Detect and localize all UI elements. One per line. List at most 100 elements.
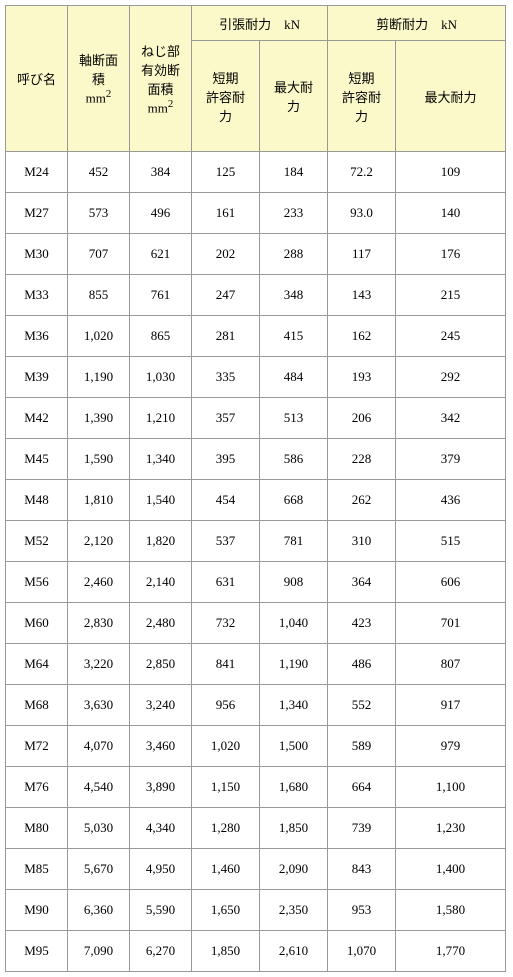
cell-s_max: 1,580 — [396, 890, 506, 931]
cell-s_short: 93.0 — [328, 193, 396, 234]
table-row: M361,020865281415162245 — [6, 316, 506, 357]
table-row: M683,6303,2409561,340552917 — [6, 685, 506, 726]
cell-s_max: 292 — [396, 357, 506, 398]
cell-s_max: 515 — [396, 521, 506, 562]
table-row: M906,3605,5901,6502,3509531,580 — [6, 890, 506, 931]
cell-s_max: 1,230 — [396, 808, 506, 849]
header-tension-short: 短期許容耐力 — [192, 41, 260, 152]
cell-name: M48 — [6, 480, 68, 521]
cell-eff: 1,030 — [130, 357, 192, 398]
cell-eff: 2,850 — [130, 644, 192, 685]
cell-area: 855 — [68, 275, 130, 316]
cell-t_max: 1,680 — [260, 767, 328, 808]
cell-t_max: 2,090 — [260, 849, 328, 890]
cell-name: M36 — [6, 316, 68, 357]
cell-s_short: 843 — [328, 849, 396, 890]
cell-s_short: 117 — [328, 234, 396, 275]
cell-area: 7,090 — [68, 931, 130, 972]
cell-t_short: 841 — [192, 644, 260, 685]
cell-name: M68 — [6, 685, 68, 726]
cell-eff: 4,340 — [130, 808, 192, 849]
cell-area: 3,630 — [68, 685, 130, 726]
cell-name: M45 — [6, 439, 68, 480]
header-name: 呼び名 — [6, 6, 68, 152]
cell-t_short: 335 — [192, 357, 260, 398]
cell-eff: 5,590 — [130, 890, 192, 931]
table-row: M30707621202288117176 — [6, 234, 506, 275]
cell-t_short: 956 — [192, 685, 260, 726]
cell-name: M85 — [6, 849, 68, 890]
table-row: M2757349616123393.0140 — [6, 193, 506, 234]
cell-s_short: 310 — [328, 521, 396, 562]
cell-t_max: 586 — [260, 439, 328, 480]
table-row: M33855761247348143215 — [6, 275, 506, 316]
table-row: M391,1901,030335484193292 — [6, 357, 506, 398]
cell-area: 5,030 — [68, 808, 130, 849]
cell-s_short: 193 — [328, 357, 396, 398]
cell-s_max: 176 — [396, 234, 506, 275]
cell-s_short: 589 — [328, 726, 396, 767]
cell-t_short: 537 — [192, 521, 260, 562]
cell-t_short: 357 — [192, 398, 260, 439]
cell-t_short: 202 — [192, 234, 260, 275]
cell-t_max: 348 — [260, 275, 328, 316]
table-row: M421,3901,210357513206342 — [6, 398, 506, 439]
cell-area: 5,670 — [68, 849, 130, 890]
cell-t_short: 1,150 — [192, 767, 260, 808]
cell-area: 2,460 — [68, 562, 130, 603]
cell-name: M95 — [6, 931, 68, 972]
cell-s_short: 72.2 — [328, 152, 396, 193]
cell-s_short: 423 — [328, 603, 396, 644]
cell-area: 573 — [68, 193, 130, 234]
cell-s_short: 664 — [328, 767, 396, 808]
cell-eff: 496 — [130, 193, 192, 234]
cell-name: M72 — [6, 726, 68, 767]
cell-area: 1,190 — [68, 357, 130, 398]
header-tension-group: 引張耐力 kN — [192, 6, 328, 41]
cell-eff: 3,890 — [130, 767, 192, 808]
cell-t_max: 2,610 — [260, 931, 328, 972]
cell-eff: 761 — [130, 275, 192, 316]
bolt-capacity-table: 呼び名 軸断面積mm2 ねじ部有効断面積mm2 引張耐力 kN 剪断耐力 kN … — [5, 5, 506, 972]
table-row: M957,0906,2701,8502,6101,0701,770 — [6, 931, 506, 972]
cell-s_short: 552 — [328, 685, 396, 726]
cell-name: M27 — [6, 193, 68, 234]
cell-t_max: 1,190 — [260, 644, 328, 685]
cell-area: 707 — [68, 234, 130, 275]
cell-t_max: 1,850 — [260, 808, 328, 849]
cell-t_short: 454 — [192, 480, 260, 521]
cell-s_max: 215 — [396, 275, 506, 316]
header-shear-max: 最大耐力 — [396, 41, 506, 152]
cell-eff: 2,480 — [130, 603, 192, 644]
cell-t_max: 668 — [260, 480, 328, 521]
cell-s_short: 953 — [328, 890, 396, 931]
cell-t_max: 415 — [260, 316, 328, 357]
cell-s_max: 1,100 — [396, 767, 506, 808]
cell-t_max: 484 — [260, 357, 328, 398]
cell-eff: 1,340 — [130, 439, 192, 480]
header-shear-short: 短期許容耐力 — [328, 41, 396, 152]
cell-eff: 3,460 — [130, 726, 192, 767]
table-row: M855,6704,9501,4602,0908431,400 — [6, 849, 506, 890]
cell-t_max: 2,350 — [260, 890, 328, 931]
cell-s_max: 1,770 — [396, 931, 506, 972]
cell-name: M30 — [6, 234, 68, 275]
cell-s_short: 228 — [328, 439, 396, 480]
cell-t_max: 233 — [260, 193, 328, 234]
table-row: M481,8101,540454668262436 — [6, 480, 506, 521]
cell-s_short: 364 — [328, 562, 396, 603]
cell-s_max: 436 — [396, 480, 506, 521]
cell-name: M60 — [6, 603, 68, 644]
cell-t_short: 1,020 — [192, 726, 260, 767]
cell-s_max: 245 — [396, 316, 506, 357]
cell-s_max: 701 — [396, 603, 506, 644]
cell-t_max: 1,500 — [260, 726, 328, 767]
cell-s_max: 379 — [396, 439, 506, 480]
table-row: M2445238412518472.2109 — [6, 152, 506, 193]
cell-t_short: 631 — [192, 562, 260, 603]
cell-area: 1,590 — [68, 439, 130, 480]
cell-t_max: 288 — [260, 234, 328, 275]
table-row: M643,2202,8508411,190486807 — [6, 644, 506, 685]
cell-t_short: 281 — [192, 316, 260, 357]
table-row: M724,0703,4601,0201,500589979 — [6, 726, 506, 767]
